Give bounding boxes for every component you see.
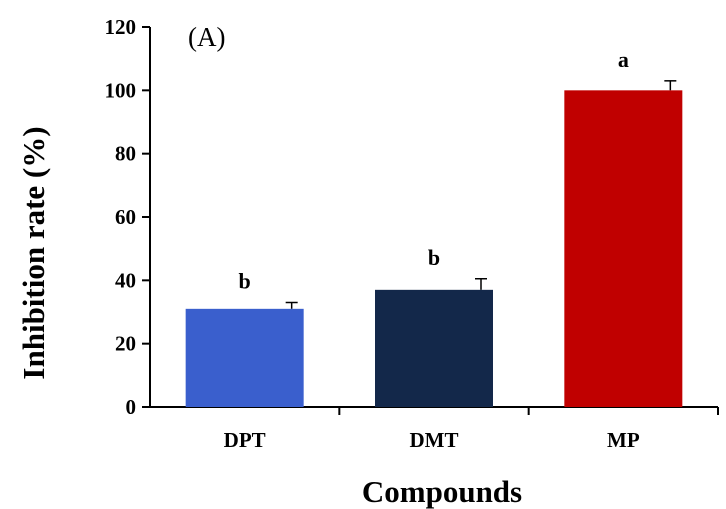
significance-label: b: [428, 245, 440, 270]
x-tick-label: DPT: [224, 428, 266, 452]
y-tick-label: 0: [126, 395, 137, 419]
y-tick-label: 60: [115, 205, 136, 229]
x-tick-label: MP: [607, 428, 640, 452]
y-tick-label: 20: [115, 332, 136, 356]
significance-label: b: [239, 269, 251, 294]
y-tick-label: 120: [105, 15, 137, 39]
panel-label: (A): [188, 22, 225, 52]
x-tick-label: DMT: [410, 428, 459, 452]
y-tick-label: 100: [105, 78, 137, 102]
y-axis-title: Inhibition rate (%): [16, 126, 51, 379]
y-tick-label: 80: [115, 142, 136, 166]
x-axis-title: Compounds: [362, 474, 522, 509]
bar-dpt: [185, 308, 304, 407]
bar-dmt: [375, 289, 493, 407]
y-tick-label: 40: [115, 268, 136, 292]
significance-label: a: [618, 47, 629, 72]
bar-mp: [564, 90, 683, 407]
